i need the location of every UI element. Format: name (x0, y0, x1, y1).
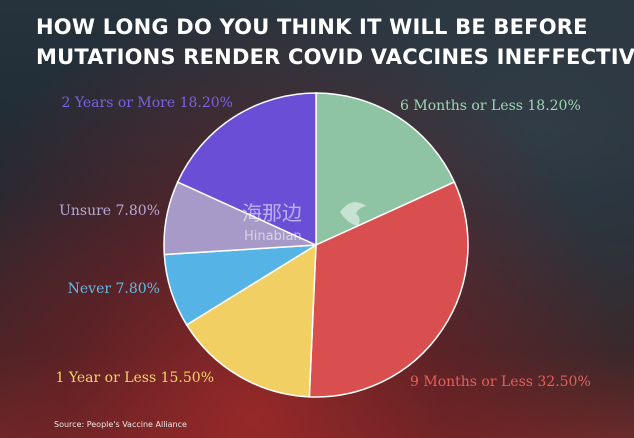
pie-slice-9-months-or-less (308, 181, 469, 398)
chart-title-line-1: HOW LONG DO YOU THINK IT WILL BE BEFORE (36, 15, 588, 39)
pie-labels: 6 Months or Less 18.20% 9 Months or Less … (55, 95, 590, 390)
watermark-en: Hinabian (244, 229, 302, 244)
data-label-2-years-or-more: 2 Years or More 18.20% (62, 95, 234, 111)
watermark-cn: 海那边 (242, 201, 302, 225)
pie-slice-1-year-or-less (185, 243, 317, 398)
data-label-unsure: Unsure 7.80% (59, 203, 160, 219)
data-label-never: Never 7.80% (68, 281, 160, 297)
watermark: 海那边 Hinabian (242, 201, 366, 244)
chart-title-line-2: MUTATIONS RENDER COVID VACCINES INEFFECT… (36, 45, 634, 69)
data-label-6-months-or-less: 6 Months or Less 18.20% (400, 98, 581, 114)
data-label-1-year-or-less: 1 Year or Less 15.50% (55, 370, 214, 386)
source-note: Source: People's Vaccine Alliance (54, 420, 187, 429)
pie-slices (163, 92, 469, 398)
pie-slice-2-years-or-more (176, 92, 317, 247)
bird-logo-icon (340, 202, 366, 226)
chart-title: HOW LONG DO YOU THINK IT WILL BE BEFORE … (36, 12, 634, 72)
data-label-9-months-or-less: 9 Months or Less 32.50% (410, 374, 591, 390)
